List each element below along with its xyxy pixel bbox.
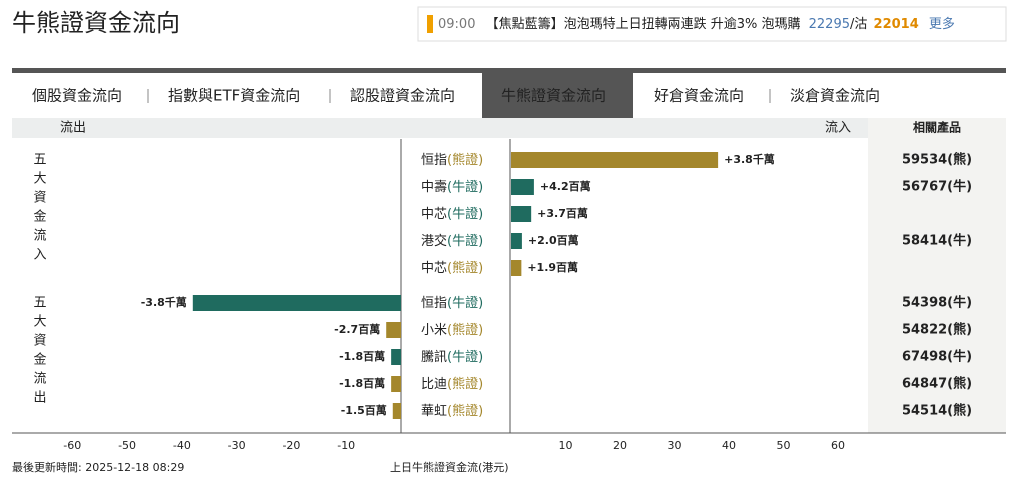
row-label: 港交(牛證) bbox=[421, 233, 483, 249]
value-label: -3.8千萬 bbox=[141, 295, 187, 309]
updated-time: 最後更新時間: 2025-12-18 08:29 bbox=[12, 460, 184, 474]
x-tick-label: 20 bbox=[613, 439, 627, 452]
bar bbox=[192, 295, 401, 311]
product-kind: (牛證) bbox=[447, 179, 483, 195]
value-label: +4.2百萬 bbox=[540, 179, 591, 193]
tab[interactable]: 淡倉資金流向 bbox=[790, 87, 880, 105]
x-tick-label: 40 bbox=[722, 439, 736, 452]
value-label: +1.9百萬 bbox=[527, 260, 578, 274]
underlying: 華虹 bbox=[421, 404, 447, 419]
x-tick-label: -50 bbox=[118, 439, 136, 452]
bar bbox=[511, 152, 719, 168]
x-tick-label: 60 bbox=[831, 439, 845, 452]
tab[interactable]: 認股證資金流向 bbox=[350, 87, 455, 105]
page-title: 牛熊證資金流向 bbox=[12, 9, 180, 37]
in-label: 流入 bbox=[825, 121, 851, 136]
underlying: 港交 bbox=[421, 233, 447, 249]
bar bbox=[511, 206, 532, 222]
tab-top-bar bbox=[12, 68, 1006, 73]
underlying: 中芯 bbox=[421, 261, 447, 276]
product-kind: (牛證) bbox=[447, 349, 483, 365]
group-label: 五大資金流入 bbox=[31, 152, 47, 266]
value-label: -1.8百萬 bbox=[339, 349, 385, 363]
tab[interactable]: 好倉資金流向 bbox=[654, 87, 744, 105]
row-label: 恒指(牛證) bbox=[421, 295, 483, 311]
row-label: 中芯(牛證) bbox=[421, 206, 483, 222]
related-product[interactable]: 59534(熊) bbox=[902, 152, 972, 168]
value-label: +3.8千萬 bbox=[724, 152, 775, 166]
row-label: 華虹(熊證) bbox=[421, 403, 483, 419]
row-label: 中壽(牛證) bbox=[421, 179, 483, 195]
ticker-box bbox=[417, 6, 1007, 42]
bar bbox=[511, 179, 534, 195]
ticker-call[interactable]: 22295 bbox=[809, 17, 850, 32]
product-label: 相關產品 bbox=[913, 120, 961, 135]
group-label: 五大資金流出 bbox=[31, 295, 47, 409]
underlying: 小米 bbox=[421, 323, 447, 338]
x-tick-label: -40 bbox=[173, 439, 191, 452]
tab-active-bg bbox=[482, 73, 633, 118]
row-label: 中芯(熊證) bbox=[421, 260, 483, 276]
value-label: -1.5百萬 bbox=[341, 403, 387, 417]
product-kind: (熊證) bbox=[447, 403, 483, 419]
x-axis-title: 上日牛熊證資金流(港元) bbox=[390, 460, 509, 474]
product-kind: (熊證) bbox=[447, 152, 483, 168]
column-header-bg bbox=[12, 118, 1006, 138]
value-label: -1.8百萬 bbox=[339, 376, 385, 390]
row-label: 騰訊(牛證) bbox=[421, 349, 483, 365]
related-product[interactable]: 64847(熊) bbox=[902, 376, 972, 392]
underlying: 恒指 bbox=[421, 296, 447, 311]
x-tick-label: 50 bbox=[777, 439, 791, 452]
tab[interactable]: 個股資金流向 bbox=[32, 87, 122, 105]
underlying: 中芯 bbox=[421, 207, 447, 222]
product-kind: (熊證) bbox=[447, 260, 483, 276]
value-label: -2.7百萬 bbox=[334, 322, 380, 336]
bar bbox=[511, 233, 522, 249]
x-tick-label: 30 bbox=[668, 439, 682, 452]
product-column-bg bbox=[868, 118, 1006, 433]
bar bbox=[391, 349, 401, 365]
x-tick-label: 10 bbox=[559, 439, 573, 452]
row-label: 小米(熊證) bbox=[421, 322, 483, 338]
related-product[interactable]: 54822(熊) bbox=[902, 322, 972, 338]
row-label: 恒指(熊證) bbox=[421, 152, 483, 168]
tab[interactable]: 指數與ETF資金流向 bbox=[168, 87, 300, 105]
ticker: 09:00 【焦點藍籌】泡泡瑪特上日扭轉兩連跌 升逾3% 泡瑪購 22295/沽… bbox=[438, 16, 955, 32]
related-product[interactable]: 54514(熊) bbox=[902, 403, 972, 419]
related-product[interactable]: 54398(牛) bbox=[902, 295, 972, 311]
row-label: 比迪(熊證) bbox=[421, 376, 483, 392]
product-kind: (牛證) bbox=[447, 233, 483, 249]
x-tick-label: -10 bbox=[337, 439, 355, 452]
x-tick-label: -30 bbox=[228, 439, 246, 452]
value-label: +3.7百萬 bbox=[537, 206, 588, 220]
tab[interactable]: 牛熊證資金流向 bbox=[501, 87, 606, 105]
product-kind: (牛證) bbox=[447, 206, 483, 222]
underlying: 中壽 bbox=[421, 180, 447, 195]
ticker-more[interactable]: 更多 bbox=[929, 16, 955, 32]
x-tick-label: -60 bbox=[63, 439, 81, 452]
underlying: 比迪 bbox=[421, 377, 447, 392]
out-label: 流出 bbox=[60, 121, 86, 136]
product-kind: (熊證) bbox=[447, 322, 483, 338]
underlying: 騰訊 bbox=[421, 349, 447, 365]
product-kind: (熊證) bbox=[447, 376, 483, 392]
product-kind: (牛證) bbox=[447, 295, 483, 311]
bar bbox=[511, 260, 522, 276]
x-tick-label: -20 bbox=[282, 439, 300, 452]
ticker-put[interactable]: 22014 bbox=[874, 17, 919, 32]
ticker-put-label: /沽 bbox=[850, 17, 867, 32]
value-label: +2.0百萬 bbox=[528, 233, 579, 247]
ticker-marker bbox=[427, 15, 433, 33]
related-product[interactable]: 67498(牛) bbox=[902, 349, 972, 365]
ticker-headline[interactable]: 【焦點藍籌】泡泡瑪特上日扭轉兩連跌 升逾3% 泡瑪購 bbox=[486, 16, 801, 32]
bar bbox=[386, 322, 401, 338]
bar bbox=[391, 376, 401, 392]
related-product[interactable]: 58414(牛) bbox=[902, 233, 972, 249]
underlying: 恒指 bbox=[421, 153, 447, 168]
ticker-time: 09:00 bbox=[438, 17, 475, 32]
bar bbox=[392, 403, 401, 419]
related-product[interactable]: 56767(牛) bbox=[902, 179, 972, 195]
